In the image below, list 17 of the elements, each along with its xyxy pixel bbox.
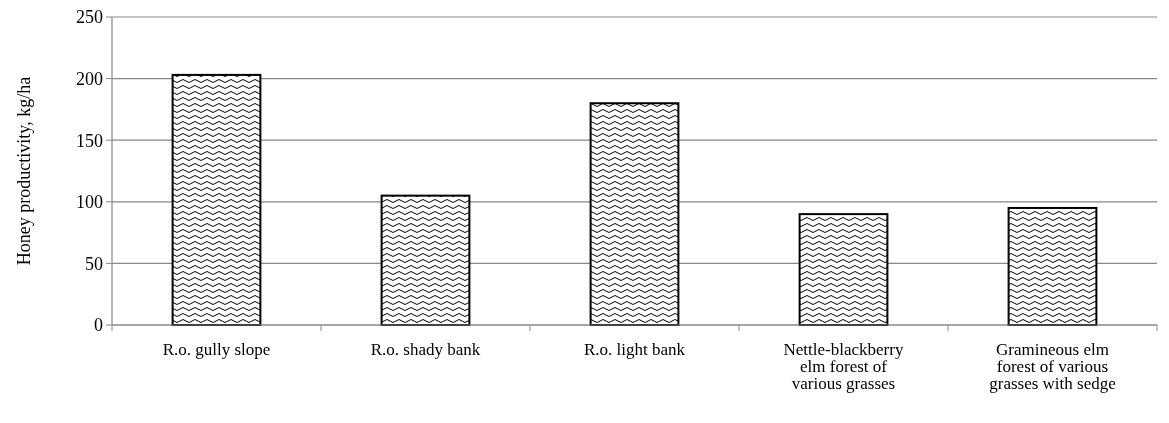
x-tick-label: Nettle-blackberry elm forest of various grasses — [783, 340, 904, 393]
x-tick-label: R.o. gully slope — [162, 340, 271, 359]
y-tick-label: 150 — [76, 130, 103, 151]
x-tick-label: Gramineous elm forest of various grasses with sedge — [989, 340, 1116, 393]
y-tick-label: 0 — [94, 315, 103, 336]
y-axis-title: Honey productivity, kg/ha — [14, 76, 34, 266]
bar — [380, 194, 471, 326]
bar — [798, 213, 889, 326]
x-tick-label: R.o. shady bank — [370, 340, 481, 359]
bar — [171, 73, 262, 326]
x-tick-label: R.o. light bank — [583, 340, 686, 359]
y-tick-label: 50 — [85, 253, 103, 274]
bar — [589, 102, 680, 326]
y-tick-label: 200 — [76, 68, 103, 89]
y-tick-label: 100 — [76, 192, 103, 213]
y-tick-label: 250 — [76, 7, 103, 28]
bar — [1007, 206, 1098, 326]
